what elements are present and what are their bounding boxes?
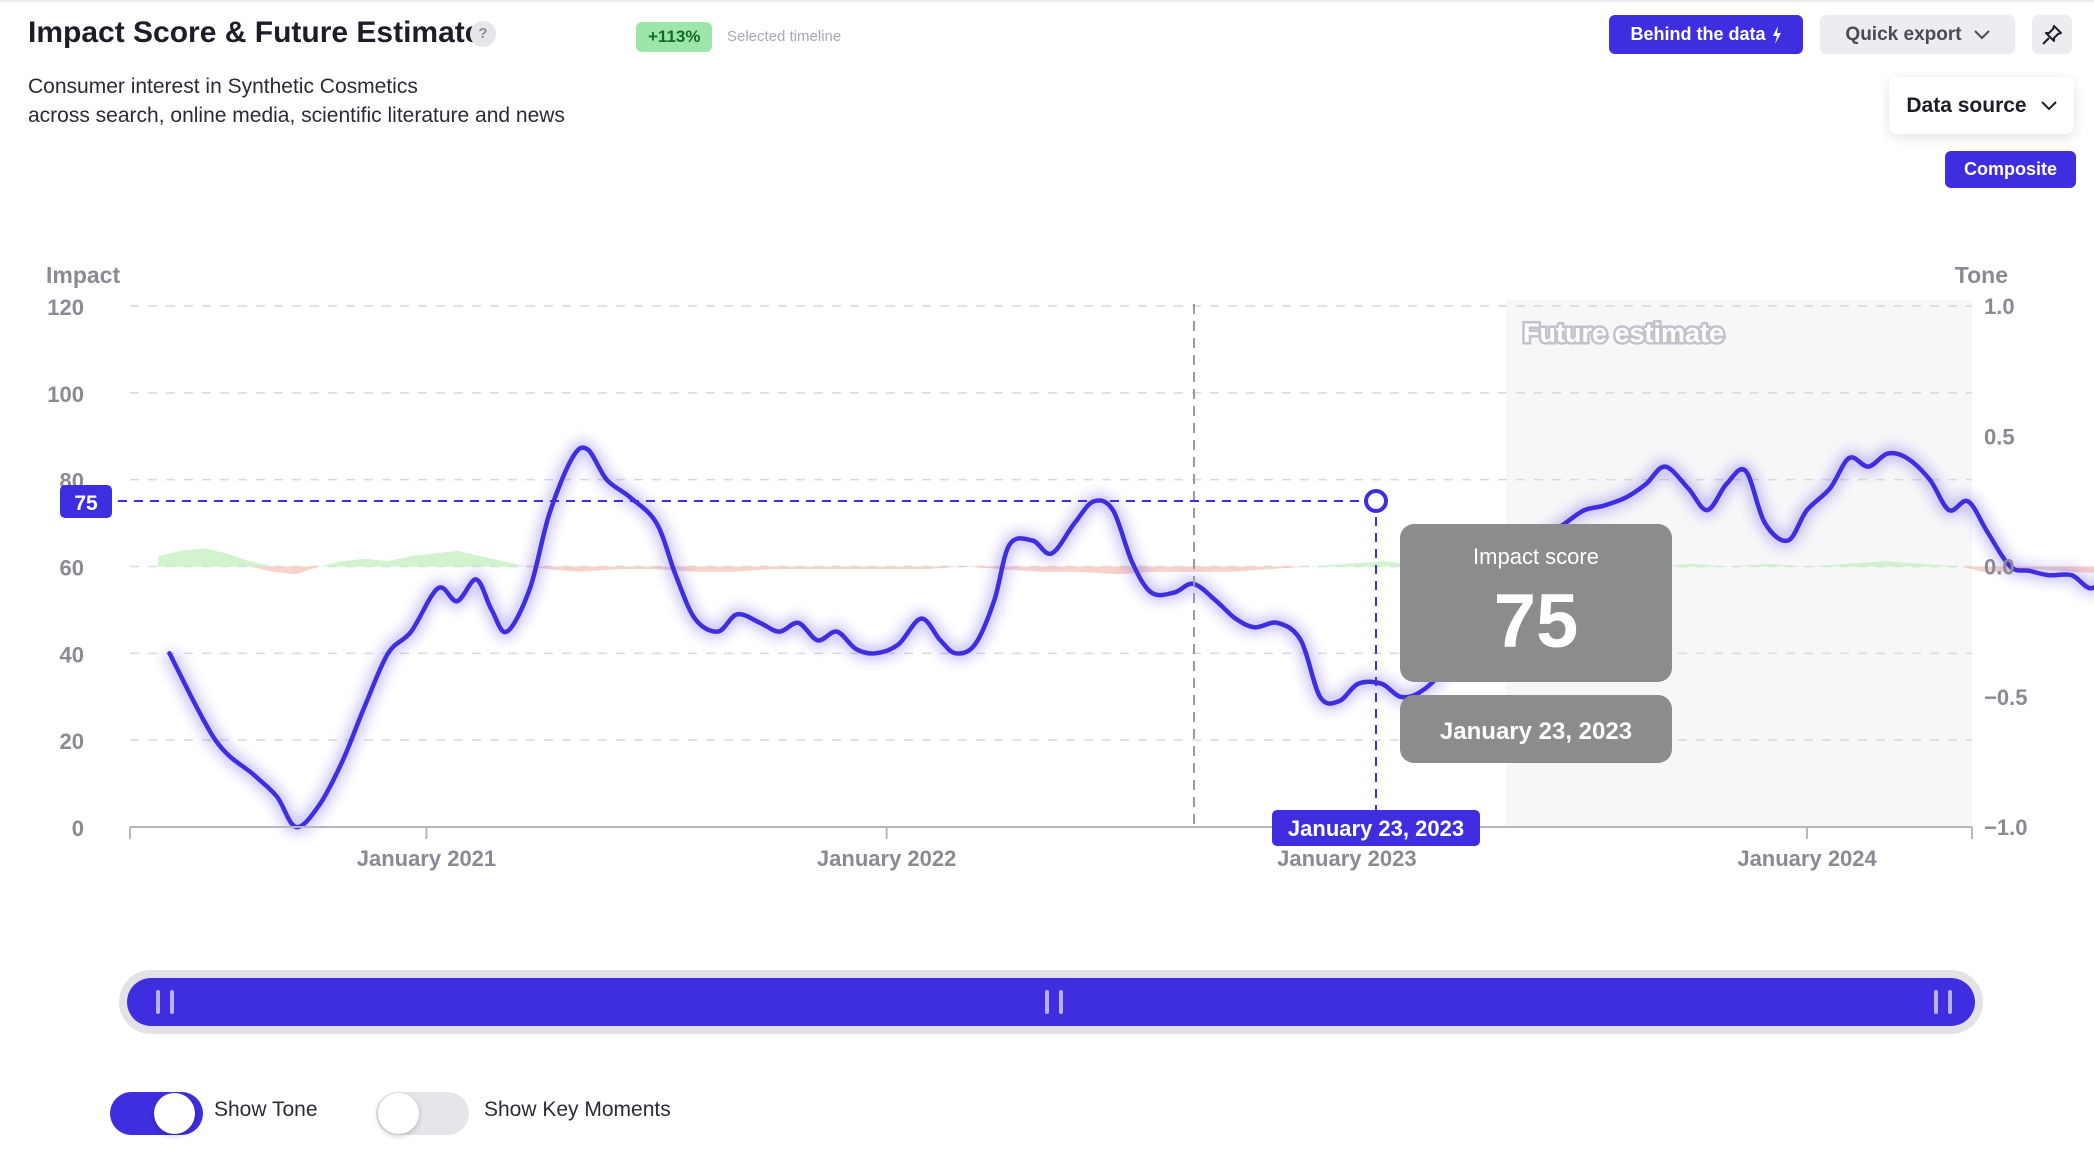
show-tone-label: Show Tone (214, 1098, 318, 1121)
data-source-label: Data source (1906, 93, 2027, 117)
tone-layer (158, 548, 2094, 575)
slider-handle-left[interactable] (156, 990, 174, 1014)
quick-export-button[interactable]: Quick export (1820, 15, 2015, 54)
page-title: Impact Score & Future Estimate (28, 16, 482, 49)
impact-tooltip: Impact score 75 January 23, 2023 (1400, 524, 1672, 763)
x-tick-label: January 2022 (817, 846, 956, 871)
crosshair-date-text: January 23, 2023 (1288, 816, 1464, 841)
left-tick-label: 40 (60, 642, 84, 667)
tone-negative-area (158, 566, 2094, 575)
composite-badge[interactable]: Composite (1945, 151, 2076, 188)
crosshair-value-text: 75 (74, 492, 98, 515)
show-key-moments-label: Show Key Moments (484, 1098, 671, 1121)
chevron-down-icon (1973, 29, 1990, 39)
right-tick-label: 1.0 (1984, 294, 2015, 319)
tone-positive-area (158, 548, 2094, 567)
right-tick-label: 0.5 (1984, 424, 2015, 449)
pin-icon (2042, 24, 2062, 45)
x-axis-ticks: January 2021 January 2022 January 2023 Janu… (357, 827, 1878, 871)
right-tick-label: 0.0 (1984, 555, 2015, 580)
lightning-icon (1772, 25, 1781, 44)
left-tick-label: 60 (60, 556, 84, 581)
toggle-knob (378, 1093, 419, 1134)
subtitle-line-2: across search, online media, scientific … (28, 104, 565, 127)
pin-button[interactable] (2032, 15, 2072, 54)
tooltip-date: January 23, 2023 (1440, 718, 1632, 745)
data-source-dropdown[interactable]: Data source (1889, 77, 2074, 134)
right-axis-ticks: −1.0 −0.5 0.0 0.5 1.0 (1984, 294, 2027, 840)
crosshair-value-tag: 75 (60, 485, 112, 518)
x-tick-label: January 2021 (357, 846, 496, 871)
chevron-down-icon (2040, 100, 2057, 110)
slider-handle-middle[interactable] (1045, 990, 1063, 1014)
impact-line (167, 445, 2094, 830)
left-tick-label: 0 (72, 816, 84, 841)
right-tick-label: −1.0 (1984, 815, 2027, 840)
future-estimate-label: Future estimate (1523, 318, 1724, 348)
left-tick-label: 120 (47, 295, 84, 320)
help-icon[interactable]: ? (470, 21, 496, 47)
left-tick-label: 20 (60, 729, 84, 754)
change-caption: Selected timeline (727, 28, 842, 45)
timeline-slider-range[interactable] (127, 978, 1975, 1026)
right-axis-label: Tone (1955, 262, 2008, 288)
page-subtitle: Consumer interest in Synthetic Cosmetics… (28, 72, 565, 130)
top-border (0, 0, 2094, 2)
impact-chart[interactable]: January 2021 January 2022 January 2023 Janu… (0, 0, 2094, 920)
toggle-knob (154, 1093, 195, 1134)
show-key-moments-toggle[interactable] (376, 1092, 469, 1135)
behind-the-data-label: Behind the data (1630, 24, 1766, 44)
right-tick-label: −0.5 (1984, 685, 2027, 710)
subtitle-line-1: Consumer interest in Synthetic Cosmetics (28, 75, 418, 98)
change-badge: +113% (636, 22, 713, 52)
slider-handle-right[interactable] (1934, 990, 1952, 1014)
crosshair-date-tag: January 23, 2023 (1272, 810, 1480, 846)
behind-the-data-button[interactable]: Behind the data (1609, 15, 1803, 54)
tooltip-value: 75 (1494, 579, 1579, 664)
x-tick-label: January 2023 (1277, 846, 1416, 871)
left-axis-label: Impact (46, 262, 120, 288)
quick-export-label: Quick export (1845, 23, 1962, 45)
left-tick-label: 100 (47, 382, 84, 407)
show-tone-toggle[interactable] (110, 1092, 203, 1135)
crosshair-point[interactable] (1364, 489, 1388, 513)
x-tick-label: January 2024 (1737, 846, 1877, 871)
tooltip-label: Impact score (1473, 544, 1599, 569)
